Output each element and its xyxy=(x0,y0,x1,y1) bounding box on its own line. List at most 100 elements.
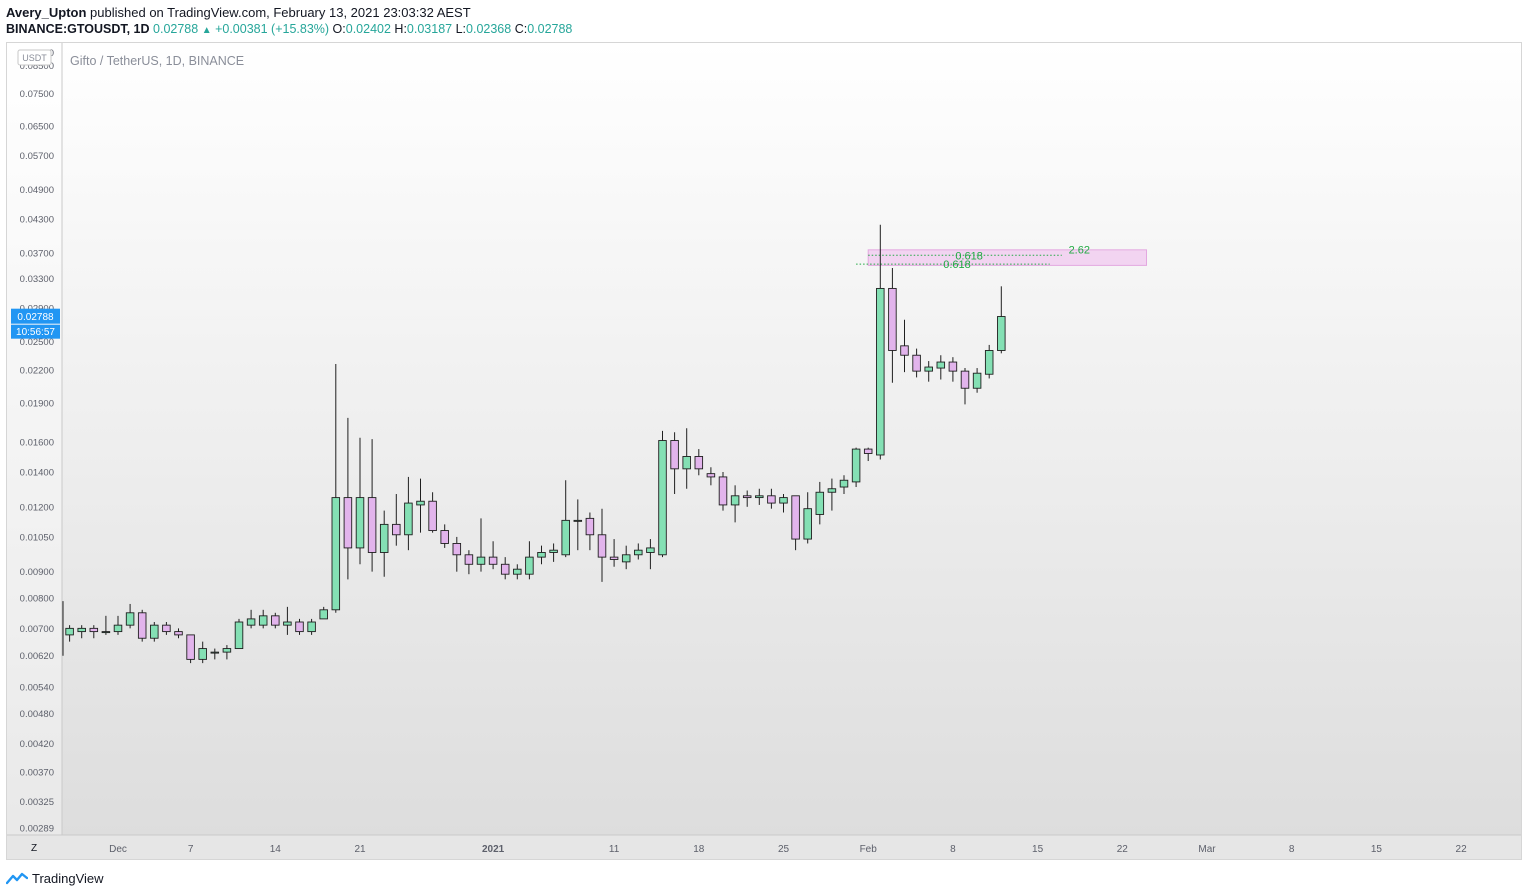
candle[interactable] xyxy=(113,615,123,635)
currency-badge[interactable] xyxy=(17,49,52,66)
candle[interactable] xyxy=(476,518,486,572)
candle[interactable] xyxy=(271,612,280,629)
fib-zone-label: 2.62 xyxy=(1069,244,1090,256)
candle[interactable] xyxy=(767,488,776,509)
candle[interactable] xyxy=(658,430,667,558)
y-tick-label: 0.00620 xyxy=(20,651,54,662)
candle[interactable] xyxy=(682,428,691,489)
candle[interactable] xyxy=(355,437,365,565)
candle[interactable] xyxy=(585,512,595,551)
candle[interactable] xyxy=(924,361,933,382)
candle[interactable] xyxy=(803,492,812,544)
candle[interactable] xyxy=(307,618,316,635)
author-name[interactable]: Avery_Upton xyxy=(6,5,87,20)
candle[interactable] xyxy=(694,449,704,476)
footer-brand[interactable]: TradingView xyxy=(32,870,104,886)
candle[interactable] xyxy=(634,543,643,560)
candle[interactable] xyxy=(464,550,474,575)
scale-mode-button[interactable]: Z xyxy=(31,843,37,854)
last-price: 0.02788 xyxy=(153,22,199,36)
candle[interactable] xyxy=(876,224,885,460)
candle[interactable] xyxy=(440,524,449,548)
candle[interactable] xyxy=(730,485,740,523)
candle[interactable] xyxy=(367,439,377,572)
candle[interactable] xyxy=(646,539,655,570)
candle[interactable] xyxy=(621,545,631,570)
candle[interactable] xyxy=(815,481,825,525)
candle[interactable] xyxy=(791,495,800,551)
candle[interactable] xyxy=(500,557,510,580)
y-tick-label: 0.00700 xyxy=(20,624,54,635)
candle[interactable] xyxy=(101,615,111,635)
candle[interactable] xyxy=(452,536,462,572)
candle[interactable] xyxy=(742,490,752,507)
candlestick-chart[interactable]: 0.090000.085000.075000.065000.057000.049… xyxy=(7,43,1522,860)
countdown-tag[interactable] xyxy=(11,324,60,339)
candle[interactable] xyxy=(537,545,546,565)
candle[interactable] xyxy=(379,510,389,577)
y-tick-label: 0.05700 xyxy=(20,151,54,162)
candle[interactable] xyxy=(960,368,970,405)
candle[interactable] xyxy=(77,625,86,639)
open-value: 0.02402 xyxy=(345,22,391,36)
price-scale-panel[interactable] xyxy=(7,43,62,835)
candle-body xyxy=(706,473,716,478)
candle[interactable] xyxy=(246,609,256,629)
candle[interactable] xyxy=(428,492,437,533)
candle[interactable] xyxy=(222,645,232,660)
candle[interactable] xyxy=(900,319,909,373)
candle[interactable] xyxy=(137,609,147,642)
candle-body xyxy=(77,627,86,633)
last-price-tag[interactable] xyxy=(11,308,60,324)
candle[interactable] xyxy=(839,475,849,495)
candle[interactable] xyxy=(210,648,220,660)
candle[interactable] xyxy=(392,494,401,546)
candle[interactable] xyxy=(150,622,159,642)
candle[interactable] xyxy=(755,488,764,505)
candle-body xyxy=(779,497,788,504)
candle[interactable] xyxy=(488,541,498,570)
candle[interactable] xyxy=(258,609,268,629)
tradingview-logo-icon[interactable] xyxy=(6,871,28,885)
candle[interactable] xyxy=(706,467,716,486)
time-axis-panel[interactable] xyxy=(7,835,1522,860)
candle[interactable] xyxy=(283,606,292,635)
candle[interactable] xyxy=(718,472,728,511)
candle[interactable] xyxy=(779,494,788,513)
chart-frame[interactable]: 0.090000.085000.075000.065000.057000.049… xyxy=(6,42,1522,860)
candle[interactable] xyxy=(513,564,522,580)
candle[interactable] xyxy=(670,432,679,495)
fib-level-label: 0.618 xyxy=(943,259,971,271)
candle[interactable] xyxy=(863,447,873,462)
candle[interactable] xyxy=(234,618,244,650)
candle[interactable] xyxy=(343,417,353,580)
candle[interactable] xyxy=(198,641,207,664)
candle[interactable] xyxy=(573,499,583,551)
candle[interactable] xyxy=(609,539,619,567)
candle[interactable] xyxy=(416,478,425,533)
candle[interactable] xyxy=(295,618,304,635)
candle[interactable] xyxy=(125,603,135,629)
candle[interactable] xyxy=(65,625,74,642)
candle[interactable] xyxy=(319,606,328,620)
candle[interactable] xyxy=(549,543,558,562)
candle[interactable] xyxy=(525,541,534,580)
candle[interactable] xyxy=(997,286,1006,354)
candle[interactable] xyxy=(186,634,195,664)
candle[interactable] xyxy=(561,480,570,558)
candle[interactable] xyxy=(404,476,413,551)
candle[interactable] xyxy=(984,344,994,379)
candle[interactable] xyxy=(948,357,958,382)
candle[interactable] xyxy=(827,478,837,511)
candle[interactable] xyxy=(912,348,921,378)
candle[interactable] xyxy=(174,628,183,639)
candle[interactable] xyxy=(972,368,982,393)
candle[interactable] xyxy=(597,508,607,582)
fib-zone[interactable] xyxy=(867,249,1147,266)
candle[interactable] xyxy=(888,267,897,383)
candle[interactable] xyxy=(331,364,341,613)
candle[interactable] xyxy=(851,447,861,488)
candle[interactable] xyxy=(89,625,99,639)
candle[interactable] xyxy=(162,622,171,635)
candle[interactable] xyxy=(936,355,946,380)
